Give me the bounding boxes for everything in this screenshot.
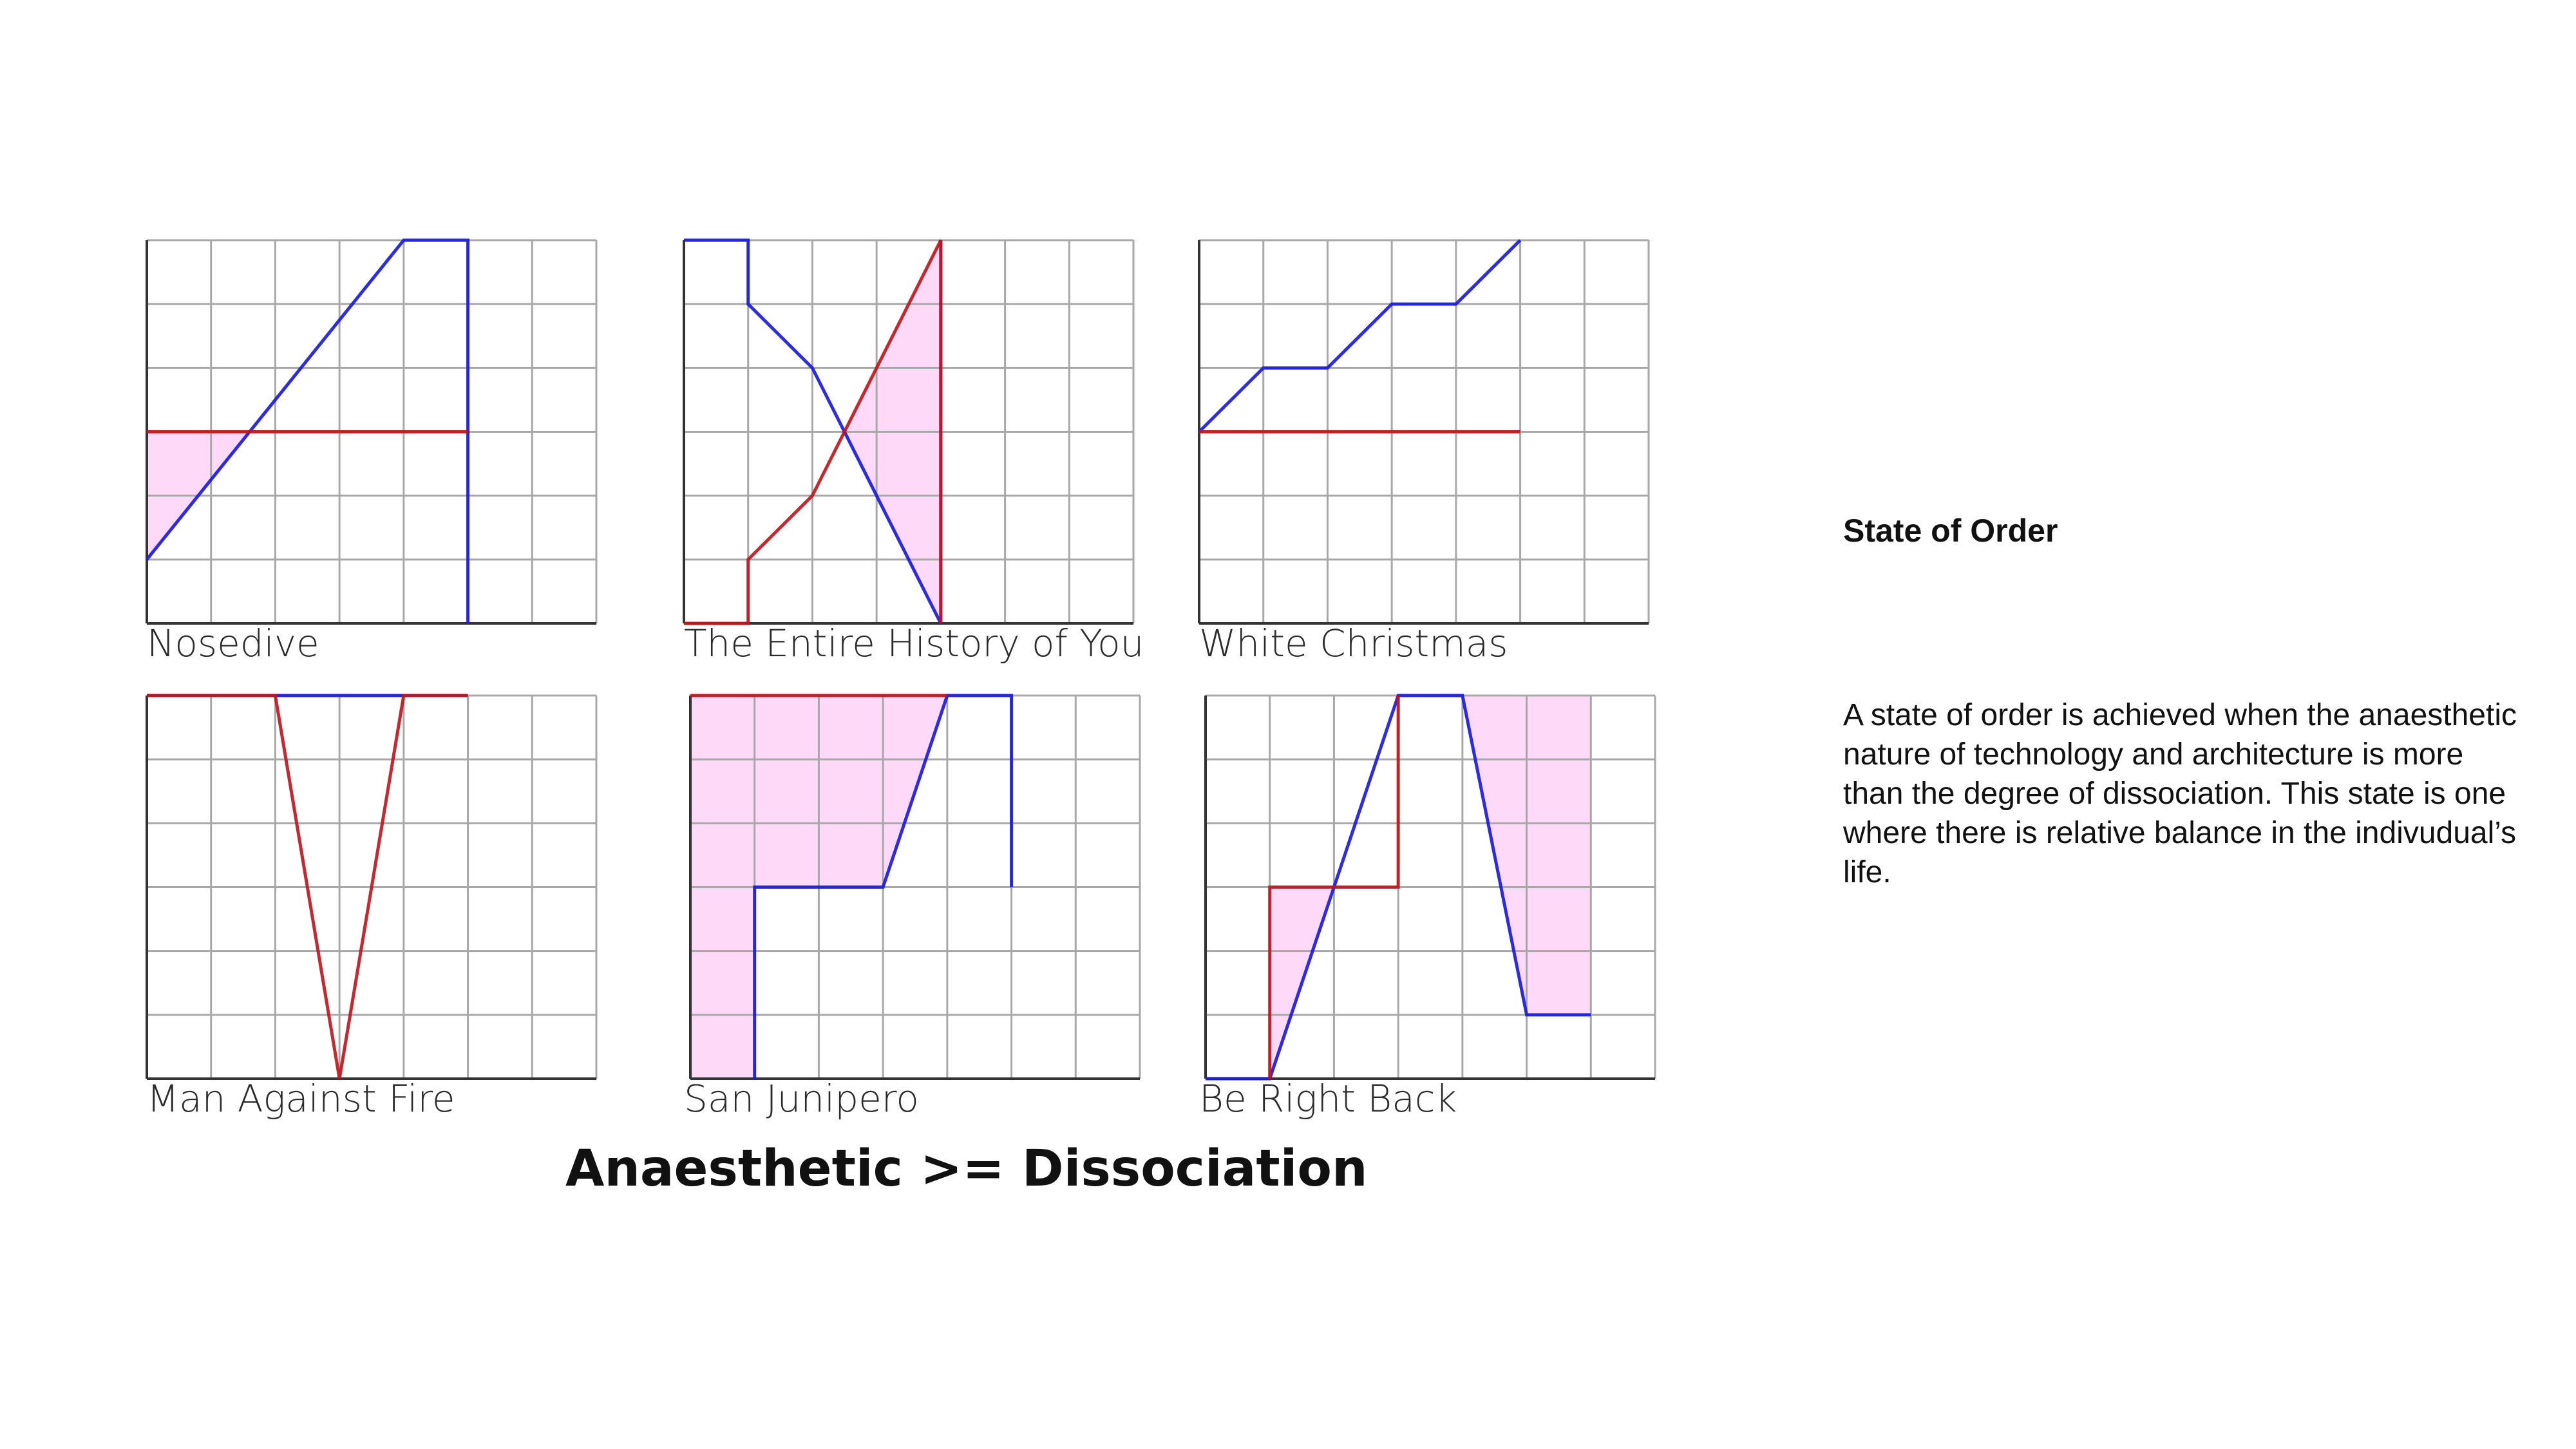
chart-label: White Christmas — [1199, 621, 1508, 665]
chart-label: Nosedive — [147, 621, 319, 665]
chart-label: San Junipero — [684, 1077, 919, 1121]
chart-label: Be Right Back — [1199, 1077, 1457, 1121]
chart-label: The Entire History of You — [684, 621, 1144, 665]
series-line-red — [147, 694, 468, 1079]
chart-label: Man Against Fire — [147, 1077, 455, 1121]
sidebar-description: A state of order is achieved when the an… — [1843, 698, 2517, 889]
series-line-blue — [1206, 694, 1591, 1081]
formula-heading: Anaesthetic >= Dissociation — [565, 1140, 1368, 1198]
sidebar-title: State of Order — [1843, 513, 2058, 549]
series-line-red — [1268, 696, 1400, 1079]
series-line-blue — [1198, 239, 1522, 433]
series-line-red — [684, 239, 943, 625]
series-line-blue — [753, 694, 1014, 1079]
